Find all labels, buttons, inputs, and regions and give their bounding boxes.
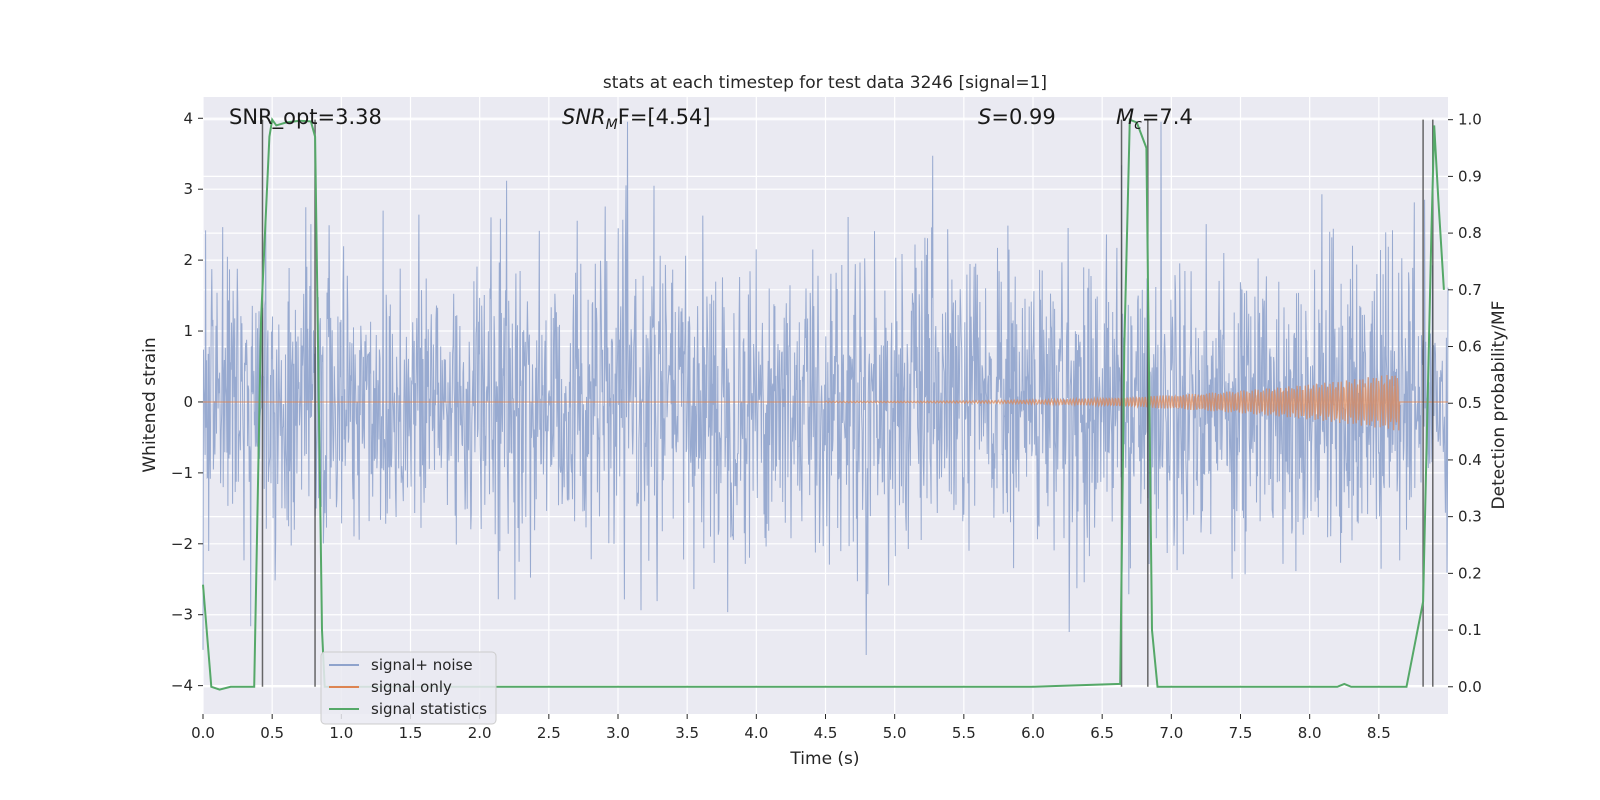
x-tick-label: 4.0 bbox=[744, 724, 768, 742]
x-tick-label: 1.5 bbox=[399, 724, 423, 742]
x-tick-label: 5.0 bbox=[883, 724, 907, 742]
legend-box bbox=[320, 651, 497, 725]
y-tick-label: −2 bbox=[171, 535, 193, 553]
y2-tick-label: 0.6 bbox=[1458, 338, 1482, 356]
y2-tick-label: 1.0 bbox=[1458, 111, 1482, 129]
x-tick-label: 6.5 bbox=[1090, 724, 1114, 742]
annotation-snr-mf-sub: M bbox=[606, 117, 618, 133]
x-tick-label: 7.5 bbox=[1229, 724, 1253, 742]
y-tick-label: 3 bbox=[183, 180, 193, 198]
y2-tick-label: 0.9 bbox=[1458, 167, 1482, 185]
x-tick-label: 1.0 bbox=[329, 724, 353, 742]
y2-tick-label: 0.7 bbox=[1458, 281, 1482, 299]
annotation-mc-name: M bbox=[1116, 105, 1134, 129]
annotation-snr-mf: SNRMF=[4.54] bbox=[562, 105, 711, 133]
y2-axis-label: Detection probability/MF bbox=[1489, 301, 1509, 510]
annotation-snr-mf-name: SNR bbox=[562, 105, 606, 129]
annotation-mc-sub: c bbox=[1134, 117, 1142, 133]
x-tick-label: 0.0 bbox=[191, 724, 215, 742]
annotation-s: S=0.99 bbox=[978, 105, 1056, 129]
x-axis-label: Time (s) bbox=[789, 749, 859, 769]
legend-label-stats: signal statistics bbox=[371, 700, 487, 718]
x-tick-label: 8.0 bbox=[1298, 724, 1322, 742]
y-tick-label: −4 bbox=[171, 677, 193, 695]
x-tick-label: 3.5 bbox=[675, 724, 699, 742]
y2-tick-label: 0.4 bbox=[1458, 451, 1482, 469]
y2-tick-label: 0.3 bbox=[1458, 508, 1482, 526]
noise-line bbox=[202, 121, 1449, 656]
x-tick-label: 0.5 bbox=[260, 724, 284, 742]
legend-label-noise: signal+ noise bbox=[371, 656, 473, 674]
legend: signal+ noise signal only signal statist… bbox=[320, 651, 497, 725]
annotations: SNR_opt=3.38 SNRMF=[4.54] S=0.99 Mc=7.4 bbox=[229, 105, 1193, 133]
signal-only-series bbox=[203, 374, 1448, 431]
y-tick-label: 1 bbox=[183, 322, 193, 340]
x-tick-label: 7.0 bbox=[1159, 724, 1183, 742]
y-axis-label: Whitened strain bbox=[140, 337, 160, 472]
annotation-snr-mf-value: F=[4.54] bbox=[618, 105, 711, 129]
noise-series bbox=[202, 121, 1449, 656]
legend-label-signal: signal only bbox=[371, 678, 452, 696]
y2-ticks: 1.0 0.9 0.8 0.7 0.6 0.5 0.4 0.3 0.2 0.1 0.0 bbox=[1448, 111, 1482, 696]
x-ticks: 0.0 0.5 1.0 1.5 2.0 2.5 3.0 3.5 4.0 4.5 5.0 5.5 6.0 6… bbox=[191, 714, 1391, 742]
signal-line bbox=[203, 374, 1448, 431]
y-ticks: 4 3 2 1 0 −1 −2 −3 −4 bbox=[171, 109, 203, 695]
chart-title: stats at each timestep for test data 324… bbox=[603, 73, 1047, 93]
annotation-mc-value: =7.4 bbox=[1142, 105, 1193, 129]
y2-tick-label: 0.5 bbox=[1458, 394, 1482, 412]
annotation-s-value: =0.99 bbox=[991, 105, 1055, 129]
annotation-mc: Mc=7.4 bbox=[1116, 105, 1193, 133]
y2-tick-label: 0.2 bbox=[1458, 564, 1482, 582]
y2-tick-label: 0.8 bbox=[1458, 224, 1482, 242]
annotation-snr-opt: SNR_opt=3.38 bbox=[229, 105, 382, 130]
x-tick-label: 6.0 bbox=[1021, 724, 1045, 742]
x-tick-label: 4.5 bbox=[814, 724, 838, 742]
signal-statistics-series bbox=[202, 117, 1445, 691]
annotation-s-name: S bbox=[978, 105, 991, 129]
x-tick-label: 3.0 bbox=[606, 724, 630, 742]
y-tick-label: 2 bbox=[183, 251, 193, 269]
x-tick-label: 2.5 bbox=[537, 724, 561, 742]
x-tick-label: 2.0 bbox=[468, 724, 492, 742]
y-tick-label: −1 bbox=[171, 464, 193, 482]
y-tick-label: 4 bbox=[183, 109, 193, 127]
y2-tick-label: 0.0 bbox=[1458, 678, 1482, 696]
y-tick-label: 0 bbox=[183, 393, 193, 411]
y2-tick-label: 0.1 bbox=[1458, 621, 1482, 639]
statistics-line bbox=[202, 117, 1445, 691]
x-tick-label: 8.5 bbox=[1367, 724, 1391, 742]
y-tick-label: −3 bbox=[171, 606, 193, 624]
x-tick-label: 5.5 bbox=[952, 724, 976, 742]
